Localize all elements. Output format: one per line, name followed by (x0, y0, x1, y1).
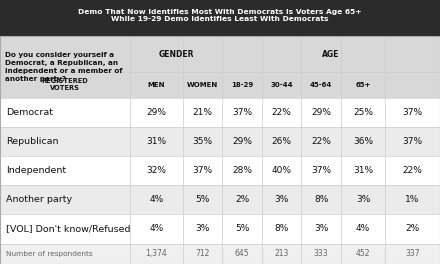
Text: 45-64: 45-64 (310, 82, 332, 88)
Text: 37%: 37% (403, 137, 422, 146)
Text: 26%: 26% (271, 137, 292, 146)
Text: 3%: 3% (275, 195, 289, 204)
Text: Independent: Independent (6, 166, 66, 175)
Text: 37%: 37% (311, 166, 331, 175)
Text: 3%: 3% (356, 195, 370, 204)
Bar (0, 156, 440, 185)
Text: Number of respondents: Number of respondents (6, 251, 93, 257)
Text: 4%: 4% (149, 224, 163, 233)
Text: 1,374: 1,374 (145, 249, 167, 258)
Bar (0, 243, 440, 264)
Text: 37%: 37% (403, 108, 422, 117)
Text: 5%: 5% (195, 195, 209, 204)
Text: 22%: 22% (311, 137, 331, 146)
Bar (0, 36, 440, 264)
Text: Republican: Republican (6, 137, 59, 146)
Text: 1%: 1% (405, 195, 420, 204)
Text: 8%: 8% (275, 224, 289, 233)
Text: 3%: 3% (314, 224, 328, 233)
Text: [VOL] Don't know/Refused: [VOL] Don't know/Refused (6, 224, 131, 233)
Text: 337: 337 (405, 249, 420, 258)
Text: 712: 712 (195, 249, 209, 258)
Text: 8%: 8% (314, 195, 328, 204)
Bar (0, 98, 440, 127)
Text: 333: 333 (314, 249, 329, 258)
Text: 29%: 29% (232, 137, 252, 146)
Text: 29%: 29% (311, 108, 331, 117)
Text: 65+: 65+ (356, 82, 370, 88)
Text: Democrat: Democrat (6, 108, 53, 117)
Text: GENDER: GENDER (158, 50, 194, 59)
Text: 31%: 31% (353, 166, 373, 175)
Text: 22%: 22% (403, 166, 422, 175)
Text: 5%: 5% (235, 224, 249, 233)
Text: 213: 213 (275, 249, 289, 258)
Text: 4%: 4% (149, 195, 163, 204)
Text: 30-44: 30-44 (270, 82, 293, 88)
Text: 452: 452 (356, 249, 370, 258)
Text: 25%: 25% (353, 108, 373, 117)
Text: WOMEN: WOMEN (187, 82, 218, 88)
Text: 31%: 31% (146, 137, 166, 146)
Text: 32%: 32% (146, 166, 166, 175)
Text: Do you consider yourself a
Democrat, a Republican, an
independent or a member of: Do you consider yourself a Democrat, a R… (5, 52, 123, 82)
Text: 645: 645 (235, 249, 249, 258)
Text: Demo That Now Identifies Most With Democrats Is Voters Age 65+
While 19-29 Demo : Demo That Now Identifies Most With Democ… (78, 9, 362, 22)
Bar (0, 214, 440, 243)
Text: 2%: 2% (405, 224, 420, 233)
Text: 37%: 37% (192, 166, 213, 175)
Text: Another party: Another party (6, 195, 72, 204)
Bar (0, 36, 440, 264)
Text: 4%: 4% (356, 224, 370, 233)
Text: 3%: 3% (195, 224, 209, 233)
Text: 28%: 28% (232, 166, 252, 175)
Text: 22%: 22% (271, 108, 292, 117)
Bar (0, 127, 440, 156)
Bar (0, 36, 440, 98)
Text: 29%: 29% (146, 108, 166, 117)
Bar (0, 36, 440, 264)
Text: MEN: MEN (147, 82, 165, 88)
Text: 21%: 21% (192, 108, 213, 117)
Text: REGISTERED
VOTERS: REGISTERED VOTERS (41, 78, 88, 91)
Text: 2%: 2% (235, 195, 249, 204)
Text: 18-29: 18-29 (231, 82, 253, 88)
Text: 36%: 36% (353, 137, 373, 146)
Text: 37%: 37% (232, 108, 252, 117)
Text: 40%: 40% (271, 166, 292, 175)
Bar (0, 185, 440, 214)
Text: AGE: AGE (323, 50, 340, 59)
Text: 35%: 35% (192, 137, 213, 146)
